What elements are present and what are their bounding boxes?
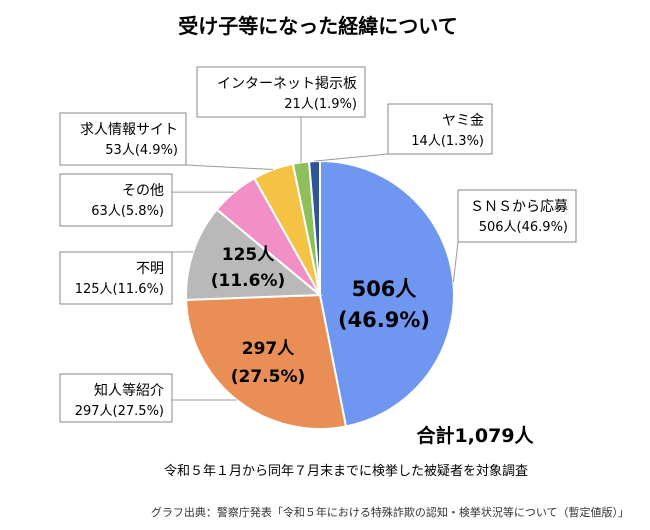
leader-line-loan-shark [314, 153, 389, 162]
label-value-sns: 506人(46.9%) [479, 220, 568, 235]
slice-unknown [185, 208, 323, 301]
label-name-loan-shark: ヤミ金 [442, 113, 484, 129]
inner-pct-sns: (46.9%) [338, 308, 430, 332]
source-credit: グラフ出典：警察庁発表「令和５年における特殊詐欺の認知・検挙状況等について（暫定… [151, 505, 629, 519]
label-box-unknown [59, 251, 173, 305]
leader-line-sns [452, 241, 459, 283]
inner-count-unknown: 125人 [222, 245, 275, 265]
inner-pct-unknown: (11.6%) [211, 271, 286, 291]
inner-count-acquaintance: 297人 [242, 339, 295, 359]
total-label: 合計1,079人 [416, 424, 534, 447]
chart-title: 受け子等になった経緯について [178, 14, 457, 38]
label-value-internet-board: 21人(1.9%) [284, 97, 357, 112]
label-name-job-site: 求人情報サイト [80, 122, 178, 138]
label-value-other: 63人(5.8%) [91, 204, 164, 219]
label-box-internet-board [196, 66, 366, 118]
slice-acquaintance [185, 293, 348, 430]
label-box-sns [457, 189, 577, 243]
leader-line-job-site [185, 164, 274, 171]
label-box-other [59, 173, 173, 227]
label-name-other: その他 [122, 183, 164, 199]
inner-count-sns: 506人 [352, 277, 417, 301]
leader-lines [171, 117, 459, 401]
label-value-loan-shark: 14人(1.3%) [411, 134, 484, 149]
label-name-acquaintance: 知人等紹介 [94, 382, 164, 399]
label-value-job-site: 53人(4.9%) [105, 143, 178, 158]
label-name-unknown: 不明 [136, 261, 164, 277]
label-name-sns: ＳＮＳから応募 [470, 199, 568, 215]
label-name-internet-board: インターネット掲示板 [217, 76, 357, 92]
slice-sns [319, 159, 455, 428]
label-value-acquaintance: 297人(27.5%) [75, 404, 164, 419]
label-box-loan-shark [387, 103, 493, 155]
label-boxes: ＳＮＳから応募506人(46.9%)知人等紹介297人(27.5%)不明125人… [59, 66, 577, 423]
survey-note: 令和５年１月から同年７月末までに検挙した被疑者を対象調査 [164, 463, 528, 479]
label-value-unknown: 125人(11.6%) [75, 282, 164, 297]
label-box-acquaintance [59, 373, 173, 423]
inner-pct-acquaintance: (27.5%) [231, 367, 306, 387]
pie-slices [185, 159, 455, 430]
label-box-job-site [59, 112, 187, 166]
